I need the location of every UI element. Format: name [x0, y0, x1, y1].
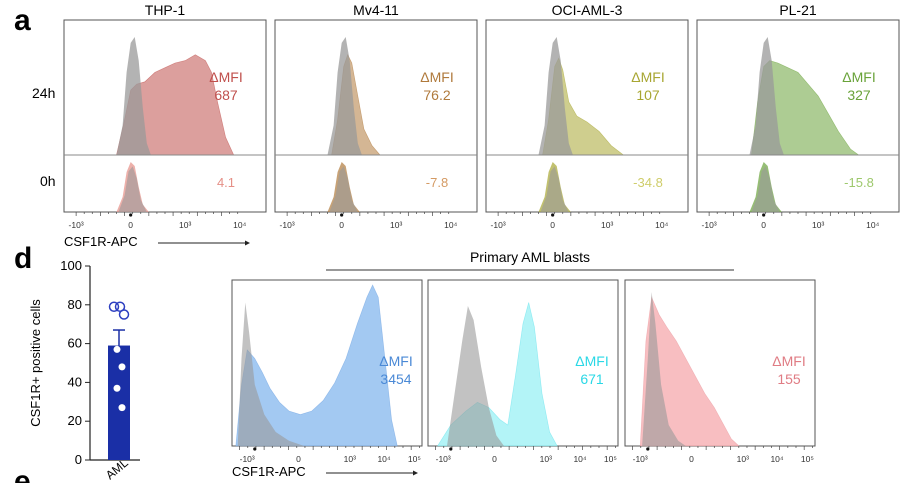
histogram-control-0h [752, 166, 780, 212]
tick-label: 10⁴ [770, 454, 783, 464]
figure: a d e 24h 0h THP-1 ΔMFI 687 4.1 -10³ 0 10³ 10⁴ M… [0, 0, 906, 483]
y-tick-label: 60 [68, 336, 82, 351]
tick-label: 10³ [179, 220, 191, 230]
y-tick-label: 0 [75, 452, 82, 467]
panel-letter-a: a [14, 4, 31, 37]
zero-marker [551, 213, 554, 216]
panel-letter-e: e [14, 465, 31, 483]
dmfi-0h-value: -34.8 [633, 175, 663, 190]
cell-line-panels: THP-1 ΔMFI 687 4.1 -10³ 0 10³ 10⁴ Mv4-11 ΔMFI 76.2… [64, 2, 899, 230]
tick-label: 10⁴ [655, 220, 668, 230]
zero-marker [762, 213, 765, 216]
row-label-0h: 0h [40, 173, 56, 189]
dmfi-0h-value: 4.1 [217, 175, 235, 190]
tick-label: 10⁴ [866, 220, 879, 230]
y-tick-label: 40 [68, 374, 82, 389]
data-point-filled [119, 363, 126, 370]
tick-label: -10³ [436, 454, 451, 464]
cell-line-title: OCI-AML-3 [552, 2, 623, 18]
histogram-control-0h [541, 166, 569, 212]
tick-label: -10³ [633, 454, 648, 464]
tick-label: 0 [761, 220, 766, 230]
tick-label: 0 [550, 220, 555, 230]
zero-marker [646, 447, 649, 450]
dmfi-label: ΔMFI [379, 353, 412, 369]
bar [108, 346, 130, 460]
cell-line-title: Mv4-11 [353, 2, 399, 18]
dmfi-24h-value: 107 [636, 87, 660, 103]
dmfi-label: ΔMFI [420, 69, 453, 85]
tick-label: 10⁴ [573, 454, 586, 464]
zero-marker [449, 447, 452, 450]
dmfi-value: 671 [580, 371, 604, 387]
tick-label: 0 [689, 454, 694, 464]
tick-label: 10³ [344, 454, 356, 464]
dmfi-label: ΔMFI [631, 69, 664, 85]
tick-label: 10³ [390, 220, 402, 230]
tick-label: -10³ [240, 454, 255, 464]
tick-label: 0 [128, 220, 133, 230]
histogram-control-0h [330, 166, 358, 212]
data-point-filled [114, 346, 121, 353]
axis-label-a: CSF1R-APC [64, 234, 138, 249]
cell-line-title: PL-21 [779, 2, 817, 18]
dmfi-label: ΔMFI [575, 353, 608, 369]
dmfi-label: ΔMFI [842, 69, 875, 85]
cell-line-title: THP-1 [145, 2, 186, 18]
row-label-24h: 24h [32, 85, 55, 101]
tick-label: 10⁵ [801, 454, 814, 464]
y-tick-label: 80 [68, 297, 82, 312]
y-tick-label: 100 [60, 258, 82, 273]
axis-label-primary: CSF1R-APC [232, 464, 306, 479]
histogram-control-0h [119, 166, 147, 212]
tick-label: 10³ [601, 220, 613, 230]
tick-label: -10³ [702, 220, 717, 230]
dmfi-value: 3454 [380, 371, 411, 387]
primary-title: Primary AML blasts [470, 249, 590, 265]
axis-arrowhead-a [245, 241, 250, 246]
tick-label: -10³ [69, 220, 84, 230]
dmfi-0h-value: -15.8 [844, 175, 874, 190]
dmfi-label: ΔMFI [209, 69, 242, 85]
tick-label: 10⁴ [444, 220, 457, 230]
dmfi-24h-value: 687 [214, 87, 238, 103]
primary-panels: ΔMFI 3454 -10³ 0 10³ 10⁴ 10⁵ ΔMFI 671 -10³ 0 10³ 10⁴… [232, 280, 815, 464]
zero-marker [129, 213, 132, 216]
tick-label: 10⁵ [604, 454, 617, 464]
y-axis-label: CSF1R+ positive cells [28, 299, 43, 427]
tick-label: 10⁵ [408, 454, 421, 464]
tick-label: 0 [296, 454, 301, 464]
tick-label: -10³ [280, 220, 295, 230]
zero-marker [340, 213, 343, 216]
dmfi-value: 155 [777, 371, 801, 387]
y-tick-label: 20 [68, 413, 82, 428]
tick-label: 10³ [812, 220, 824, 230]
tick-label: 0 [492, 454, 497, 464]
tick-label: 10³ [540, 454, 552, 464]
dmfi-label: ΔMFI [772, 353, 805, 369]
data-point-filled [119, 404, 126, 411]
tick-label: 10³ [737, 454, 749, 464]
panel-letter-d: d [14, 242, 32, 275]
tick-label: 0 [339, 220, 344, 230]
data-point-filled [114, 385, 121, 392]
dmfi-0h-value: -7.8 [426, 175, 448, 190]
dmfi-24h-value: 327 [847, 87, 871, 103]
axis-arrowhead-primary [413, 471, 418, 476]
data-point-open [116, 302, 125, 311]
tick-label: 10⁴ [377, 454, 390, 464]
tick-label: -10³ [491, 220, 506, 230]
zero-marker [253, 447, 256, 450]
dmfi-24h-value: 76.2 [423, 87, 450, 103]
tick-label: 10⁴ [233, 220, 246, 230]
